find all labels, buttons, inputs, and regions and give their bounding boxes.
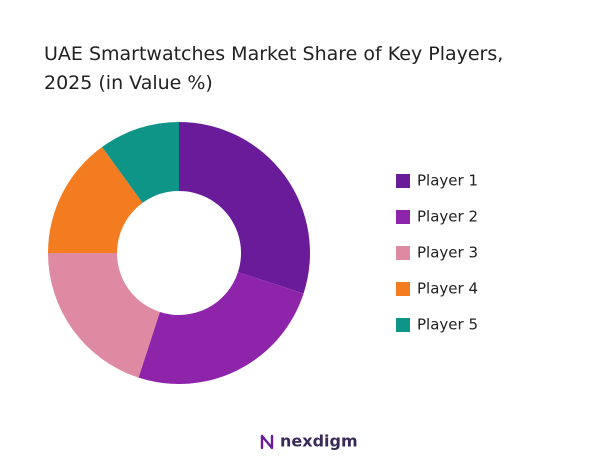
donut-slice bbox=[138, 272, 304, 384]
legend-label: Player 2 bbox=[417, 208, 478, 226]
logo-icon bbox=[260, 434, 274, 450]
donut-slice bbox=[179, 122, 310, 294]
legend-label: Player 5 bbox=[417, 316, 478, 334]
chart-title: UAE Smartwatches Market Share of Key Pla… bbox=[44, 43, 504, 94]
legend-swatch bbox=[396, 174, 410, 188]
legend-label: Player 4 bbox=[417, 280, 478, 298]
legend-swatch bbox=[396, 210, 410, 224]
brand-logo: nexdigm bbox=[260, 432, 358, 451]
donut-slice bbox=[102, 122, 179, 203]
legend-label: Player 3 bbox=[417, 244, 478, 262]
donut-slice bbox=[48, 253, 160, 378]
legend-label: Player 1 bbox=[417, 172, 478, 190]
legend-swatch bbox=[396, 282, 410, 296]
legend-swatch bbox=[396, 318, 410, 332]
legend-swatch bbox=[396, 246, 410, 260]
brand-text: nexdigm bbox=[280, 432, 358, 451]
donut-slice bbox=[48, 147, 143, 253]
